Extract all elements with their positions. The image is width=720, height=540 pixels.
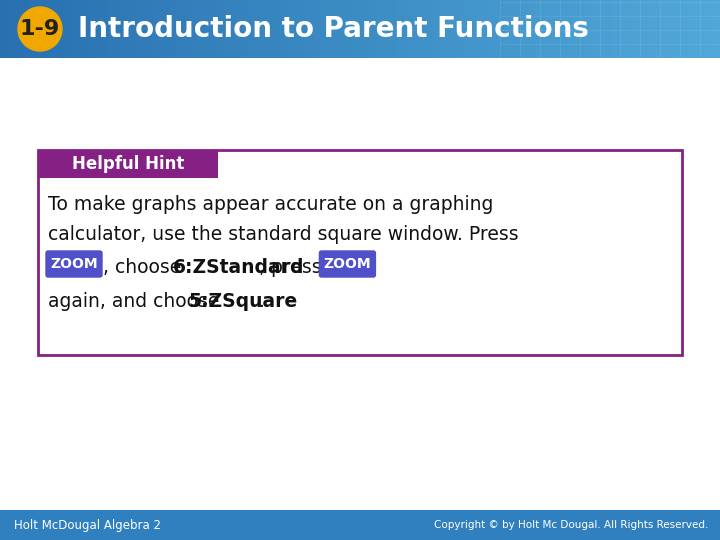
Bar [108,0,118,58]
Bar [234,0,244,58]
Bar [612,0,622,58]
Bar [315,0,325,58]
FancyBboxPatch shape [320,251,375,277]
Text: 6:ZStandard: 6:ZStandard [174,258,305,277]
Text: again, and choose: again, and choose [48,292,225,311]
FancyBboxPatch shape [46,251,102,277]
Bar [216,0,226,58]
Bar [72,0,82,58]
Bar [198,0,208,58]
FancyBboxPatch shape [38,150,682,355]
Bar [153,0,163,58]
Bar [261,0,271,58]
Bar [270,0,280,58]
Bar [351,0,361,58]
Bar [36,0,46,58]
Bar [423,0,433,58]
Bar [657,0,667,58]
Bar [189,0,199,58]
Text: , choose: , choose [103,258,187,277]
Text: 5:ZSquare: 5:ZSquare [189,292,297,311]
Bar [288,0,298,58]
Text: 1-9: 1-9 [20,19,60,39]
Bar [171,0,181,58]
Text: calculator, use the standard square window. Press: calculator, use the standard square wind… [48,225,518,244]
Bar [396,0,406,58]
Bar [513,0,523,58]
Bar [639,0,649,58]
Bar [9,0,19,58]
Bar [333,0,343,58]
Bar [135,0,145,58]
Bar [495,0,505,58]
Bar [576,0,586,58]
Bar [711,0,720,58]
Bar [99,0,109,58]
Bar [693,0,703,58]
Bar [27,0,37,58]
Bar [81,0,91,58]
Bar [621,0,631,58]
Bar [405,0,415,58]
Bar [38,150,218,178]
Bar [468,0,478,58]
Text: ZOOM: ZOOM [50,257,98,271]
Bar [18,0,28,58]
Bar [360,0,370,58]
Text: , press: , press [259,258,328,277]
Bar [477,0,487,58]
Bar [459,0,469,58]
Bar [594,0,604,58]
Bar [549,0,559,58]
Bar [675,0,685,58]
Bar [279,0,289,58]
Bar [567,0,577,58]
Bar [603,0,613,58]
Bar [414,0,424,58]
Bar [378,0,388,58]
Bar [432,0,442,58]
Bar [90,0,100,58]
Bar [387,0,397,58]
Bar [558,0,568,58]
Bar [63,0,73,58]
Bar [486,0,496,58]
Bar [297,0,307,58]
Bar [648,0,658,58]
Bar [630,0,640,58]
Text: Copyright © by Holt Mc Dougal. All Rights Reserved.: Copyright © by Holt Mc Dougal. All Right… [433,520,708,530]
Bar [306,0,316,58]
Bar [225,0,235,58]
Bar [0,0,10,58]
Text: To make graphs appear accurate on a graphing: To make graphs appear accurate on a grap… [48,195,493,214]
Bar [54,0,64,58]
Bar [450,0,460,58]
Bar [666,0,676,58]
Circle shape [20,9,60,49]
Circle shape [18,7,62,51]
Bar [702,0,712,58]
Bar [207,0,217,58]
Bar [117,0,127,58]
Bar [441,0,451,58]
Text: Introduction to Parent Functions: Introduction to Parent Functions [78,15,589,43]
Text: ZOOM: ZOOM [323,257,372,271]
Bar [0,510,720,540]
Bar [531,0,541,58]
Bar [504,0,514,58]
Bar [45,0,55,58]
Bar [180,0,190,58]
Bar [126,0,136,58]
Bar [252,0,262,58]
Text: .: . [258,292,264,311]
Text: Holt McDougal Algebra 2: Holt McDougal Algebra 2 [14,518,161,531]
Bar [369,0,379,58]
Bar [342,0,352,58]
Text: Helpful Hint: Helpful Hint [72,155,184,173]
Bar [540,0,550,58]
Bar [324,0,334,58]
Bar [585,0,595,58]
Bar [243,0,253,58]
Bar [522,0,532,58]
